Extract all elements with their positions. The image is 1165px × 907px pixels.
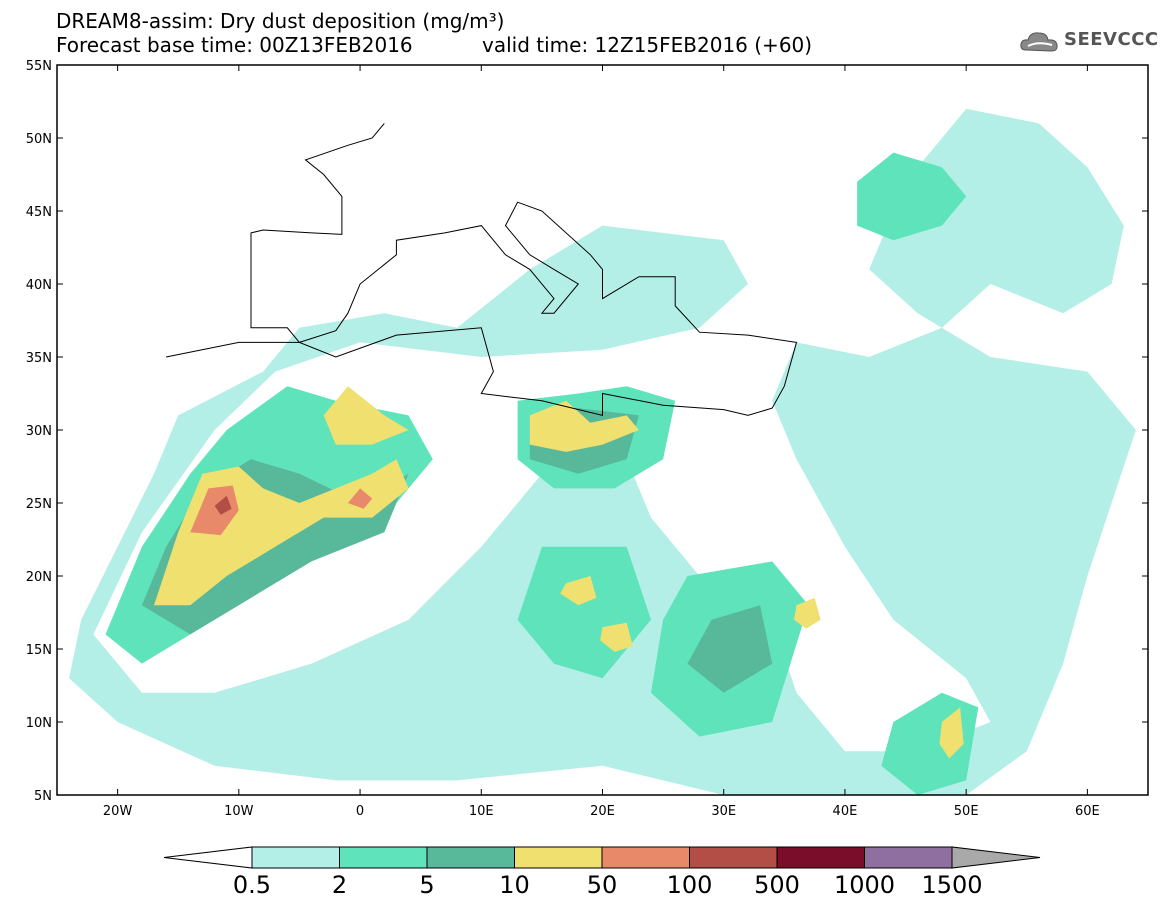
- colorbar-label-5: 100: [667, 871, 713, 899]
- colorbar-swatch-4: [601, 846, 690, 869]
- deposition-fields: [69, 108, 1136, 795]
- lon-label-10W: 10W: [224, 804, 254, 819]
- colorbar-swatch-1: [339, 846, 428, 869]
- coastline: [166, 123, 798, 417]
- colorbar-label-3: 10: [499, 871, 530, 899]
- lat-label-10N: 10N: [26, 716, 52, 731]
- deposition-region-15: [794, 597, 821, 629]
- axis-ticks: 55N 50N 45N 40N 35N 30N 25N 20N 15N 10N 5N 20W 10W 0 1…: [26, 59, 1148, 819]
- cloud-icon: [1020, 32, 1058, 52]
- colorbar-swatch-5: [689, 846, 778, 869]
- deposition-region-13: [560, 576, 597, 606]
- colorbar-label-2: 5: [419, 871, 434, 899]
- lat-label-15N: 15N: [26, 643, 52, 658]
- lat-label-35N: 35N: [26, 351, 52, 366]
- deposition-region-12: [529, 400, 639, 452]
- lon-label-30E: 30E: [711, 804, 736, 819]
- deposition-region-9: [687, 605, 773, 693]
- deposition-region-18: [347, 488, 373, 509]
- colorbar-swatch-6: [776, 846, 865, 869]
- colorbar-label-1: 2: [332, 871, 347, 899]
- colorbar-swatch-0: [251, 846, 340, 869]
- valid-time: valid time: 12Z15FEB2016 (+60): [482, 33, 813, 57]
- colorbar-over-arrow: [951, 846, 1041, 869]
- lat-label-20N: 20N: [26, 570, 52, 585]
- lon-label-60E: 60E: [1075, 804, 1100, 819]
- lat-label-25N: 25N: [26, 497, 52, 512]
- lat-label-5N: 5N: [34, 789, 52, 804]
- forecast-base-time: Forecast base time: 00Z13FEB2016: [56, 33, 413, 57]
- colorbar-label-6: 500: [754, 871, 800, 899]
- logo-text: SEEVCCC: [1064, 29, 1159, 50]
- deposition-region-16: [939, 707, 964, 759]
- coastline-line: [166, 123, 798, 417]
- lon-label-20W: 20W: [103, 804, 133, 819]
- colorbar-label-0: 0.5: [233, 871, 271, 899]
- lon-label-0: 0: [356, 804, 364, 819]
- colorbar-label-8: 1500: [921, 871, 982, 899]
- lat-label-45N: 45N: [26, 205, 52, 220]
- colorbar-swatch-3: [514, 846, 603, 869]
- lat-label-50N: 50N: [26, 132, 52, 147]
- deposition-region-14: [600, 622, 633, 652]
- lon-label-50E: 50E: [954, 804, 979, 819]
- seevccc-logo: SEEVCCC: [1018, 24, 1158, 60]
- lat-label-30N: 30N: [26, 424, 52, 439]
- colorbar-under-arrow: [163, 846, 253, 869]
- deposition-region-19: [214, 495, 232, 515]
- colorbar: 0.5 2 5 10 50 100 500 1000 1500: [163, 846, 1041, 899]
- colorbar-label-4: 50: [587, 871, 618, 899]
- colorbar-swatch-2: [426, 846, 515, 869]
- lat-label-40N: 40N: [26, 278, 52, 293]
- deposition-region-11: [323, 386, 409, 445]
- lon-label-40E: 40E: [833, 804, 858, 819]
- lat-label-55N: 55N: [26, 59, 52, 74]
- colorbar-label-7: 1000: [834, 871, 895, 899]
- map-title: DREAM8-assim: Dry dust deposition (mg/m³…: [56, 9, 505, 33]
- deposition-region-5: [857, 152, 967, 241]
- lon-label-10E: 10E: [469, 804, 494, 819]
- colorbar-swatch-7: [864, 846, 953, 869]
- lon-label-20E: 20E: [590, 804, 615, 819]
